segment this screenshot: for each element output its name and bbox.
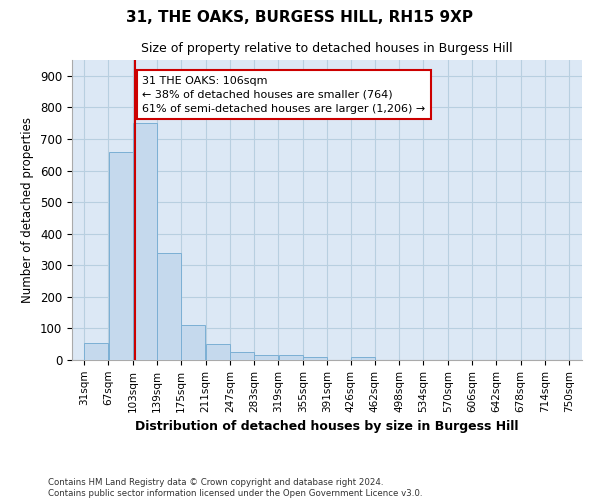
Bar [109,152,133,360]
Bar [181,326,205,360]
Y-axis label: Number of detached properties: Number of detached properties [22,117,34,303]
Bar [303,357,327,360]
Bar [351,358,375,360]
Bar [84,342,109,360]
Bar [133,123,157,360]
Text: 31 THE OAKS: 106sqm
← 38% of detached houses are smaller (764)
61% of semi-detac: 31 THE OAKS: 106sqm ← 38% of detached ho… [142,76,425,114]
Bar [278,356,302,360]
Bar [157,252,181,360]
X-axis label: Distribution of detached houses by size in Burgess Hill: Distribution of detached houses by size … [135,420,519,433]
Text: Contains HM Land Registry data © Crown copyright and database right 2024.
Contai: Contains HM Land Registry data © Crown c… [48,478,422,498]
Title: Size of property relative to detached houses in Burgess Hill: Size of property relative to detached ho… [141,42,513,54]
Bar [254,356,278,360]
Bar [230,352,254,360]
Bar [206,344,230,360]
Text: 31, THE OAKS, BURGESS HILL, RH15 9XP: 31, THE OAKS, BURGESS HILL, RH15 9XP [127,10,473,25]
